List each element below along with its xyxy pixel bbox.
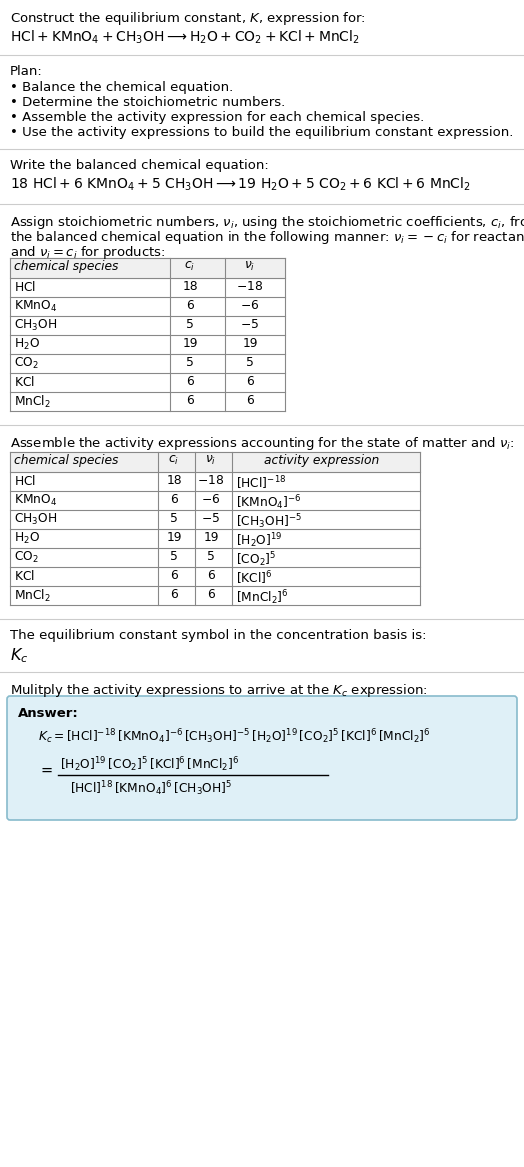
Text: $[\mathrm{H_2O}]^{19}\,[\mathrm{CO_2}]^{5}\,[\mathrm{KCl}]^{6}\,[\mathrm{MnCl_2}: $[\mathrm{H_2O}]^{19}\,[\mathrm{CO_2}]^{… bbox=[60, 755, 239, 774]
Text: $\mathrm{MnCl_2}$: $\mathrm{MnCl_2}$ bbox=[14, 588, 51, 605]
Text: $-5$: $-5$ bbox=[241, 317, 259, 331]
Text: 6: 6 bbox=[186, 299, 194, 312]
Text: • Use the activity expressions to build the equilibrium constant expression.: • Use the activity expressions to build … bbox=[10, 126, 514, 139]
Bar bbox=[10, 452, 420, 471]
Text: 6: 6 bbox=[186, 375, 194, 387]
Text: 5: 5 bbox=[170, 512, 178, 525]
Text: $\mathrm{HCl + KMnO_4 + CH_3OH} \longrightarrow \mathrm{H_2O + CO_2 + KCl + MnCl: $\mathrm{HCl + KMnO_4 + CH_3OH} \longrig… bbox=[10, 29, 360, 47]
Text: $-18$: $-18$ bbox=[198, 474, 224, 487]
Text: $\mathrm{H_2O}$: $\mathrm{H_2O}$ bbox=[14, 337, 40, 352]
Text: 5: 5 bbox=[207, 550, 215, 562]
Text: $\mathrm{KMnO_4}$: $\mathrm{KMnO_4}$ bbox=[14, 299, 57, 314]
Text: The equilibrium constant symbol in the concentration basis is:: The equilibrium constant symbol in the c… bbox=[10, 629, 427, 642]
Text: • Balance the chemical equation.: • Balance the chemical equation. bbox=[10, 81, 233, 95]
Text: 19: 19 bbox=[242, 337, 258, 350]
Text: $\mathrm{HCl}$: $\mathrm{HCl}$ bbox=[14, 280, 36, 294]
Text: $[\mathrm{MnCl_2}]^{6}$: $[\mathrm{MnCl_2}]^{6}$ bbox=[236, 588, 289, 607]
Text: $-6$: $-6$ bbox=[201, 492, 221, 506]
Text: $[\mathrm{HCl}]^{18}\,[\mathrm{KMnO_4}]^{6}\,[\mathrm{CH_3OH}]^{5}$: $[\mathrm{HCl}]^{18}\,[\mathrm{KMnO_4}]^… bbox=[70, 780, 232, 798]
Text: 5: 5 bbox=[170, 550, 178, 562]
Text: $[\mathrm{HCl}]^{-18}$: $[\mathrm{HCl}]^{-18}$ bbox=[236, 474, 286, 491]
Text: Answer:: Answer: bbox=[18, 707, 79, 720]
Text: $c_i$: $c_i$ bbox=[169, 454, 180, 467]
Text: • Determine the stoichiometric numbers.: • Determine the stoichiometric numbers. bbox=[10, 96, 285, 109]
Text: Write the balanced chemical equation:: Write the balanced chemical equation: bbox=[10, 159, 269, 172]
Text: 18: 18 bbox=[166, 474, 182, 487]
Text: 6: 6 bbox=[207, 569, 215, 582]
Text: $\mathrm{H_2O}$: $\mathrm{H_2O}$ bbox=[14, 531, 40, 546]
Text: $\mathrm{HCl}$: $\mathrm{HCl}$ bbox=[14, 474, 36, 488]
Text: 6: 6 bbox=[170, 569, 178, 582]
Text: $\mathrm{KCl}$: $\mathrm{KCl}$ bbox=[14, 569, 35, 584]
Text: $\mathrm{CO_2}$: $\mathrm{CO_2}$ bbox=[14, 356, 39, 371]
Text: activity expression: activity expression bbox=[265, 454, 379, 467]
Text: Construct the equilibrium constant, $K$, expression for:: Construct the equilibrium constant, $K$,… bbox=[10, 11, 366, 27]
Text: 19: 19 bbox=[182, 337, 198, 350]
Text: 19: 19 bbox=[166, 531, 182, 544]
Text: 19: 19 bbox=[203, 531, 219, 544]
Text: $K_c$: $K_c$ bbox=[10, 647, 28, 665]
Text: $c_i$: $c_i$ bbox=[184, 260, 195, 273]
Text: chemical species: chemical species bbox=[14, 260, 118, 273]
Text: Mulitply the activity expressions to arrive at the $K_c$ expression:: Mulitply the activity expressions to arr… bbox=[10, 682, 428, 699]
Text: $=$: $=$ bbox=[38, 762, 53, 776]
Text: $[\mathrm{KMnO_4}]^{-6}$: $[\mathrm{KMnO_4}]^{-6}$ bbox=[236, 492, 302, 511]
Text: $K_c = [\mathrm{HCl}]^{-18}\,[\mathrm{KMnO_4}]^{-6}\,[\mathrm{CH_3OH}]^{-5}\,[\m: $K_c = [\mathrm{HCl}]^{-18}\,[\mathrm{KM… bbox=[38, 727, 431, 746]
Text: $\nu_i$: $\nu_i$ bbox=[244, 260, 256, 273]
Text: Assemble the activity expressions accounting for the state of matter and $\nu_i$: Assemble the activity expressions accoun… bbox=[10, 435, 515, 452]
Text: $[\mathrm{CH_3OH}]^{-5}$: $[\mathrm{CH_3OH}]^{-5}$ bbox=[236, 512, 302, 531]
Text: 5: 5 bbox=[246, 356, 254, 369]
Text: $\mathrm{MnCl_2}$: $\mathrm{MnCl_2}$ bbox=[14, 394, 51, 410]
Text: Plan:: Plan: bbox=[10, 65, 43, 78]
Text: 6: 6 bbox=[170, 492, 178, 506]
Text: $-18$: $-18$ bbox=[236, 280, 264, 293]
Text: $\nu_i$: $\nu_i$ bbox=[205, 454, 216, 467]
Text: 6: 6 bbox=[170, 588, 178, 601]
Text: $18\ \mathrm{HCl} + 6\ \mathrm{KMnO_4} + 5\ \mathrm{CH_3OH} \longrightarrow 19\ : $18\ \mathrm{HCl} + 6\ \mathrm{KMnO_4} +… bbox=[10, 176, 471, 194]
Text: $\mathrm{CO_2}$: $\mathrm{CO_2}$ bbox=[14, 550, 39, 565]
Text: $[\mathrm{CO_2}]^{5}$: $[\mathrm{CO_2}]^{5}$ bbox=[236, 550, 277, 568]
Text: 5: 5 bbox=[186, 356, 194, 369]
Text: 6: 6 bbox=[186, 394, 194, 407]
Text: chemical species: chemical species bbox=[14, 454, 118, 467]
Text: $\mathrm{KCl}$: $\mathrm{KCl}$ bbox=[14, 375, 35, 389]
Text: $-5$: $-5$ bbox=[202, 512, 221, 525]
Text: • Assemble the activity expression for each chemical species.: • Assemble the activity expression for e… bbox=[10, 111, 424, 124]
Text: 5: 5 bbox=[186, 317, 194, 331]
Text: $\mathrm{KMnO_4}$: $\mathrm{KMnO_4}$ bbox=[14, 492, 57, 508]
Bar bbox=[10, 258, 285, 278]
Text: $-6$: $-6$ bbox=[241, 299, 259, 312]
Text: 18: 18 bbox=[182, 280, 198, 293]
Text: $[\mathrm{KCl}]^{6}$: $[\mathrm{KCl}]^{6}$ bbox=[236, 569, 272, 587]
Text: Assign stoichiometric numbers, $\nu_i$, using the stoichiometric coefficients, $: Assign stoichiometric numbers, $\nu_i$, … bbox=[10, 214, 524, 231]
Text: the balanced chemical equation in the following manner: $\nu_i = -c_i$ for react: the balanced chemical equation in the fo… bbox=[10, 229, 524, 246]
Text: $[\mathrm{H_2O}]^{19}$: $[\mathrm{H_2O}]^{19}$ bbox=[236, 531, 282, 550]
Text: and $\nu_i = c_i$ for products:: and $\nu_i = c_i$ for products: bbox=[10, 244, 166, 261]
Text: 6: 6 bbox=[246, 394, 254, 407]
Text: 6: 6 bbox=[246, 375, 254, 387]
Text: $\mathrm{CH_3OH}$: $\mathrm{CH_3OH}$ bbox=[14, 512, 57, 527]
Text: $\mathrm{CH_3OH}$: $\mathrm{CH_3OH}$ bbox=[14, 317, 57, 333]
Text: 6: 6 bbox=[207, 588, 215, 601]
FancyBboxPatch shape bbox=[7, 696, 517, 820]
